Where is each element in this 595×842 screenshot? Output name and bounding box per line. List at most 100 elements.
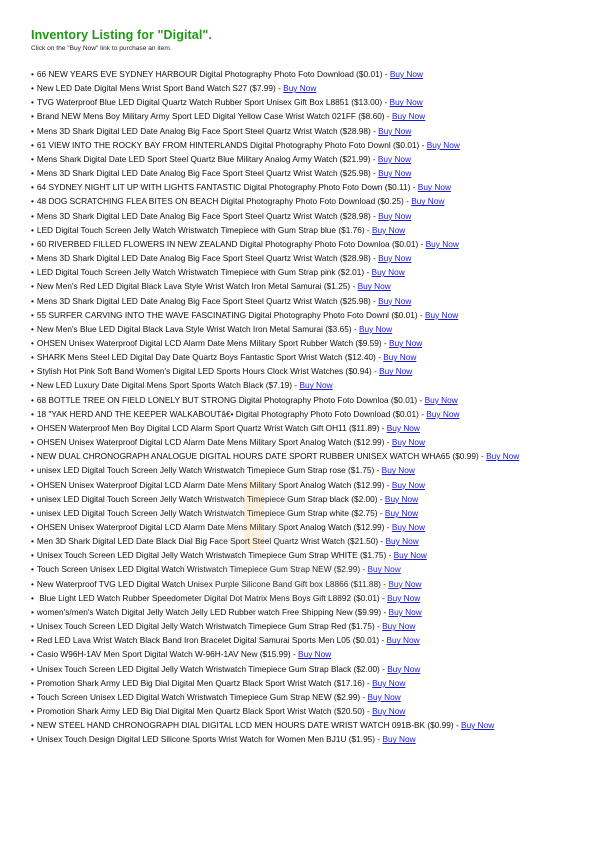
item-description: Touch Screen Unisex LED Digital Watch Wr… (36, 691, 368, 702)
bullet-icon: • (31, 507, 34, 518)
bullet-icon: • (31, 550, 34, 561)
list-item: • unisex LED Digital Touch Screen Jelly W… (31, 492, 561, 506)
buy-now-link[interactable]: Buy Now (378, 210, 412, 221)
item-description: OHSEN Unisex Waterproof Digital LCD Alar… (36, 479, 392, 490)
buy-now-link[interactable]: Buy Now (384, 493, 419, 504)
buy-now-link[interactable]: Buy Now (389, 69, 424, 79)
list-item: • 18 "YAK HERD AND THE KEEPER WALKABOUTâ€… (31, 407, 561, 421)
item-description: Men 3D Shark Digital LED Date Black Dial… (36, 536, 386, 547)
buy-now-link[interactable]: Buy Now (378, 168, 412, 179)
buy-now-link[interactable]: Buy Now (386, 635, 420, 646)
buy-now-link[interactable]: Buy Now (378, 125, 412, 136)
buy-now-link[interactable]: Buy Now (372, 706, 406, 717)
buy-now-link[interactable]: Buy Now (387, 592, 421, 603)
buy-now-link[interactable]: Buy Now (425, 238, 459, 249)
item-description: NEW DUAL CHRONOGRAPH ANALOGUE DIGITAL HO… (36, 451, 487, 462)
item-description: Blue Light LED Watch Rubber Speedometer … (36, 592, 388, 603)
list-item: • LED Digital Touch Screen Jelly Watch Wr… (31, 265, 561, 279)
list-item: • New LED Luxury Date Digital Mens Sport … (31, 378, 561, 392)
list-item: • OHSEN Waterproof Men Boy Digital LCD Al… (31, 421, 561, 435)
list-item: • Mens Shark Digital Date LED Sport Steel… (31, 152, 561, 166)
bullet-icon: • (31, 309, 34, 320)
bullet-icon: • (31, 465, 34, 476)
list-item: • NEW DUAL CHRONOGRAPH ANALOGUE DIGITAL H… (31, 449, 561, 463)
buy-now-link[interactable]: Buy Now (391, 479, 426, 490)
buy-now-link[interactable]: Buy Now (298, 649, 332, 660)
bullet-icon: • (31, 366, 34, 377)
buy-now-link[interactable]: Buy Now (417, 182, 451, 193)
buy-now-link[interactable]: Buy Now (424, 394, 458, 405)
bullet-icon: • (31, 224, 34, 235)
buy-now-link[interactable]: Buy Now (461, 720, 495, 731)
list-item: • NEW STEEL HAND CHRONOGRAPH DIAL DIGITAL… (31, 718, 561, 732)
bullet-icon: • (31, 69, 34, 79)
buy-now-link[interactable]: Buy Now (425, 309, 459, 320)
item-description: SHARK Mens Steel LED Digital Day Date Qu… (36, 352, 384, 363)
buy-now-link[interactable]: Buy Now (387, 663, 421, 674)
buy-now-link[interactable]: Buy Now (384, 507, 419, 518)
item-description: 55 SURFER CARVING INTO THE WAVE FASCINAT… (36, 309, 425, 320)
bullet-icon: • (31, 649, 34, 660)
item-description: New Waterproof TVG LED Digital Watch Uni… (36, 578, 389, 589)
bullet-icon: • (31, 323, 34, 334)
buy-now-link[interactable]: Buy Now (385, 536, 419, 547)
buy-now-link[interactable]: Buy Now (426, 139, 460, 150)
buy-now-link[interactable]: Buy Now (371, 267, 405, 278)
list-item: • New Waterproof TVG LED Digital Watch Un… (31, 577, 561, 591)
item-description: 60 RIVERBED FILLED FLOWERS IN NEW ZEALAN… (36, 238, 426, 249)
buy-now-link[interactable]: Buy Now (372, 224, 406, 235)
buy-now-link[interactable]: Buy Now (367, 564, 401, 575)
buy-now-link[interactable]: Buy Now (486, 451, 520, 462)
bullet-icon: • (31, 663, 34, 674)
buy-now-link[interactable]: Buy Now (377, 153, 412, 164)
item-description: unisex LED Digital Touch Screen Jelly Wa… (36, 465, 382, 476)
buy-now-link[interactable]: Buy Now (393, 550, 427, 561)
list-item: • Unisex Touch Screen LED Digital Jelly W… (31, 619, 561, 633)
list-item: • OHSEN Unisex Waterproof Digital LCD Ala… (31, 435, 561, 449)
item-description: New Men's Blue LED Digital Black Lava St… (36, 323, 359, 334)
bullet-icon: • (31, 97, 34, 108)
list-item: • New LED Date Digital Mens Wrist Sport B… (31, 81, 561, 95)
item-description: LED Digital Touch Screen Jelly Watch Wri… (36, 267, 372, 278)
list-item: • unisex LED Digital Touch Screen Jelly W… (31, 506, 561, 520)
buy-now-link[interactable]: Buy Now (378, 295, 412, 306)
buy-now-link[interactable]: Buy Now (388, 578, 422, 589)
buy-now-link[interactable]: Buy Now (299, 380, 333, 391)
buy-now-link[interactable]: Buy Now (357, 281, 391, 292)
list-item: • Promotion Shark Army LED Big Dial Digit… (31, 704, 561, 718)
list-item: • LED Digital Touch Screen Jelly Watch Wr… (31, 223, 561, 237)
list-item: • 55 SURFER CARVING INTO THE WAVE FASCINA… (31, 308, 561, 322)
buy-now-link[interactable]: Buy Now (381, 465, 415, 476)
buy-now-link[interactable]: Buy Now (379, 366, 413, 377)
list-item: • TVG Waterproof Blue LED Digital Quartz … (31, 95, 561, 109)
buy-now-link[interactable]: Buy Now (358, 323, 393, 334)
buy-now-link[interactable]: Buy Now (411, 196, 445, 207)
buy-now-link[interactable]: Buy Now (383, 352, 417, 363)
bullet-icon: • (31, 394, 34, 405)
list-item: • 61 VIEW INTO THE ROCKY BAY FROM HINTERL… (31, 138, 561, 152)
buy-now-link[interactable]: Buy Now (391, 522, 426, 532)
buy-now-link[interactable]: Buy Now (367, 691, 401, 702)
list-item: • unisex LED Digital Touch Screen Jelly W… (31, 463, 561, 477)
bullet-icon: • (31, 451, 34, 462)
buy-now-link[interactable]: Buy Now (388, 606, 422, 617)
item-description: Mens 3D Shark Digital LED Date Analog Bi… (36, 125, 379, 136)
buy-now-link[interactable]: Buy Now (391, 437, 426, 448)
buy-now-link[interactable]: Buy Now (386, 422, 420, 433)
buy-now-link[interactable]: Buy Now (382, 734, 416, 745)
bullet-icon: • (31, 621, 34, 632)
buy-now-link[interactable]: Buy Now (391, 111, 426, 122)
buy-now-link[interactable]: Buy Now (283, 83, 317, 94)
buy-now-link[interactable]: Buy Now (372, 677, 406, 688)
item-description: Stylish Hot Pink Soft Band Women's Digit… (36, 366, 380, 377)
list-item: • 48 DOG SCRATCHING FLEA BITES ON BEACH D… (31, 194, 561, 208)
page-title: Inventory Listing for "Digital". (31, 28, 213, 42)
buy-now-link[interactable]: Buy Now (389, 337, 423, 348)
buy-now-link[interactable]: Buy Now (382, 621, 416, 632)
bullet-icon: • (31, 182, 34, 193)
item-description: Mens 3D Shark Digital LED Date Analog Bi… (36, 253, 379, 264)
buy-now-link[interactable]: Buy Now (426, 408, 460, 419)
buy-now-link[interactable]: Buy Now (378, 253, 412, 264)
buy-now-link[interactable]: Buy Now (389, 97, 423, 108)
bullet-icon: • (31, 437, 34, 448)
